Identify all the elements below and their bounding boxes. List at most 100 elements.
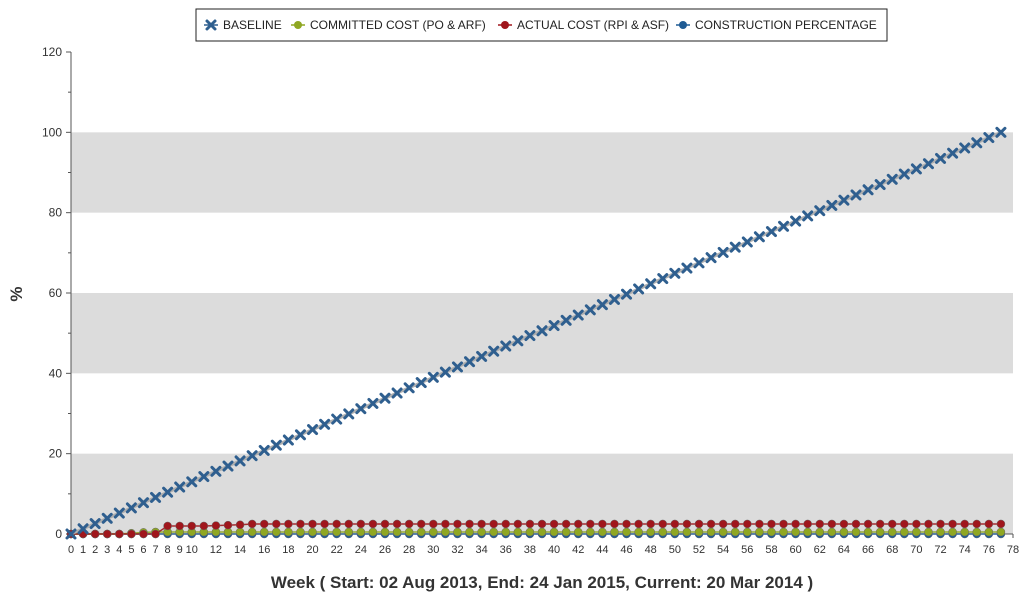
data-point [634,527,643,537]
x-tick-label: 68 [886,544,898,556]
data-point-x [729,241,741,253]
data-point [489,527,498,537]
data-point [730,519,740,529]
x-tick-label: 0 [68,544,74,556]
data-point [537,527,547,537]
x-tick-label: 62 [814,544,826,556]
x-marker-stroke [947,147,959,159]
data-point [791,519,800,529]
data-point [259,519,269,529]
data-point [247,527,257,537]
data-point-x [343,408,355,420]
x-marker-stroke [403,382,415,394]
data-point [984,519,994,529]
data-point-x [669,267,681,279]
data-point-x [210,465,222,477]
legend-label: BASELINE [223,18,282,32]
x-marker-stroke [995,126,1007,138]
legend-label: ACTUAL COST (RPI & ASF) [517,18,669,32]
data-point [296,527,305,537]
data-point-x [717,246,729,258]
legend-item[interactable]: COMMITTED COST (PO & ARF) [291,18,486,32]
x-tick-label: 10 [186,544,198,556]
y-tick-label: 60 [49,286,63,300]
data-point [235,527,245,537]
data-point [453,527,462,537]
legend[interactable]: BASELINE COMMITTED COST (PO & ARF) ACTUAL … [195,8,888,42]
x-marker-stroke [802,210,814,222]
x-tick-label: 2 [92,544,98,556]
data-point [404,527,414,537]
data-point-x [246,450,258,462]
data-point-x [198,471,210,483]
legend-marker [679,21,687,29]
x-marker-stroke [548,320,560,332]
data-point [887,519,897,529]
x-tick-label: 28 [403,544,415,556]
data-point [996,519,1006,529]
x-tick-label: 8 [165,544,171,556]
data-point-x [778,220,790,232]
data-point-x [101,512,113,524]
data-point [815,527,825,537]
y-axis-label: % [7,286,26,301]
x-marker-stroke [451,361,463,373]
legend-label: CONSTRUCTION PERCENTAGE [695,18,877,32]
data-point [900,519,909,529]
data-point [791,527,800,537]
x-marker-stroke [959,142,971,154]
data-point [839,519,849,529]
data-point [682,527,692,537]
data-point [622,527,631,537]
x-marker-stroke [753,231,765,243]
data-point [706,519,716,529]
x-marker-stroke [886,173,898,185]
x-tick-label: 9 [177,544,183,556]
data-point [320,527,329,537]
x-tick-label: 58 [765,544,777,556]
x-marker-stroke [343,408,355,420]
legend-item[interactable]: BASELINE [204,18,282,32]
data-point [586,519,595,529]
data-point [924,519,933,529]
x-marker-stroke [476,350,488,362]
data-point-x [270,439,282,451]
x-marker-stroke [246,450,258,462]
data-point [380,527,390,537]
x-tick-label: 54 [717,544,729,556]
data-point [912,519,921,529]
data-point [320,519,329,529]
data-point-x [536,325,548,337]
x-marker-stroke [150,491,162,503]
data-point [767,527,776,537]
legend-item[interactable]: CONSTRUCTION PERCENTAGE [676,18,877,32]
x-tick-label: 70 [910,544,922,556]
x-tick-label: 24 [355,544,367,556]
legend-item[interactable]: ACTUAL COST (RPI & ASF) [498,18,669,32]
x-marker-stroke [89,518,101,530]
x-marker-stroke [355,403,367,415]
data-point [477,527,486,537]
data-point [344,527,354,537]
data-point [453,519,462,529]
x-tick-label: 50 [669,544,681,556]
x-marker-stroke [162,486,174,498]
x-tick-label: 14 [234,544,246,556]
data-point [127,529,136,539]
data-point [622,519,631,529]
data-point [658,519,668,529]
data-point [175,521,184,531]
x-marker-stroke [669,267,681,279]
data-point-x [983,132,995,144]
x-tick-label: 18 [282,544,294,556]
data-point [827,527,837,537]
x-tick-label: 12 [210,544,222,556]
data-point [163,521,172,531]
x-marker-stroke [113,507,125,519]
data-point [827,519,837,529]
x-tick-label: 4 [116,544,122,556]
x-marker-stroke [596,299,608,311]
data-point [694,527,704,537]
data-point [102,529,112,539]
grid-bands [71,132,1013,534]
